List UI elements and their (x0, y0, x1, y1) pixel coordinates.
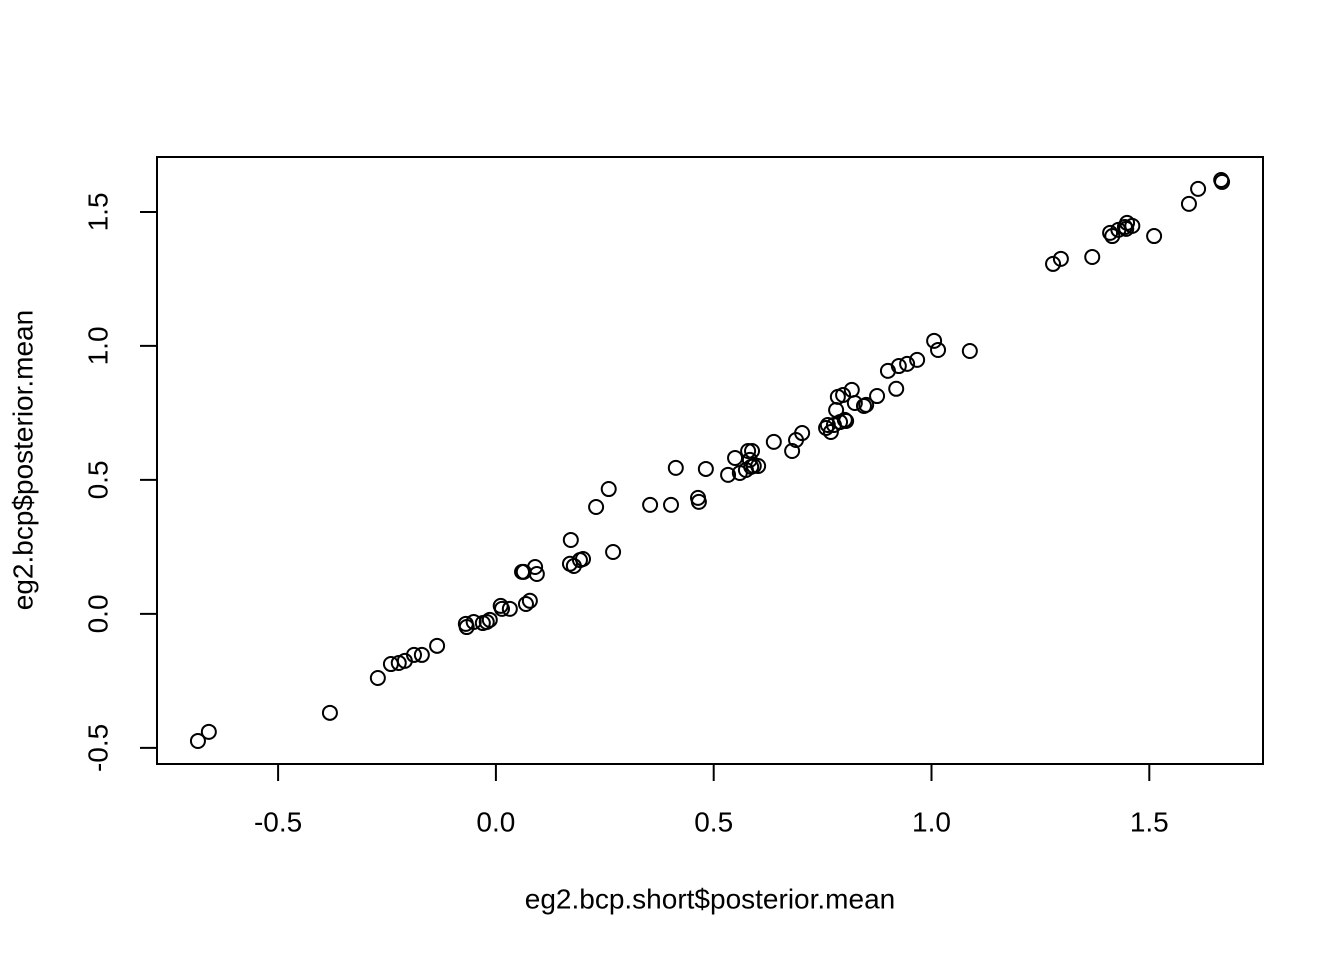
y-tick-label: 1.0 (82, 326, 113, 365)
plot-frame (156, 156, 1264, 765)
point (200, 723, 217, 740)
point (600, 481, 617, 498)
point (527, 559, 544, 576)
y-tick-label: 0.5 (82, 460, 113, 499)
y-tick-label: 0.0 (82, 594, 113, 633)
point (413, 646, 430, 663)
y-tick-label: -0.5 (82, 724, 113, 772)
point (642, 496, 659, 513)
x-tick-label: -0.5 (254, 806, 302, 837)
point (1045, 255, 1062, 272)
x-tick-label: 0.0 (476, 806, 515, 837)
point (562, 531, 579, 548)
point (822, 423, 839, 440)
y-axis-title: eg2.bcp$posterior.mean (7, 310, 38, 610)
point (835, 386, 852, 403)
point (846, 395, 863, 412)
point (890, 358, 907, 375)
point (926, 332, 943, 349)
point (663, 496, 680, 513)
point (745, 457, 762, 474)
point (720, 466, 737, 483)
x-tick-label: 0.5 (694, 806, 733, 837)
point (1146, 228, 1163, 245)
point (1102, 224, 1119, 241)
point (784, 442, 801, 459)
point (528, 565, 545, 582)
point (930, 341, 947, 358)
point (765, 433, 782, 450)
point (429, 637, 446, 654)
point (478, 613, 495, 630)
point (899, 355, 916, 372)
point (1084, 248, 1101, 265)
point (517, 596, 534, 613)
point (1214, 173, 1231, 190)
point (321, 704, 338, 721)
point (690, 493, 707, 510)
x-tick-label: 1.0 (912, 806, 951, 837)
point (189, 732, 206, 749)
point (406, 646, 423, 663)
point (744, 442, 761, 459)
point (1180, 195, 1197, 212)
y-tick-label: 1.5 (82, 192, 113, 231)
point (909, 351, 926, 368)
point (369, 669, 386, 686)
x-axis-title: eg2.bcp.short$posterior.mean (525, 883, 895, 914)
point (727, 449, 744, 466)
point (888, 380, 905, 397)
point (819, 416, 836, 433)
point (858, 396, 875, 413)
point (1190, 180, 1207, 197)
point (740, 442, 757, 459)
point (838, 412, 855, 429)
point (588, 498, 605, 515)
point (667, 459, 684, 476)
point (750, 457, 767, 474)
point (605, 544, 622, 561)
point (575, 550, 592, 567)
point (501, 600, 518, 617)
point (481, 611, 498, 628)
point (794, 425, 811, 442)
point (961, 343, 978, 360)
point (869, 388, 886, 405)
x-tick-label: 1.5 (1130, 806, 1169, 837)
point (493, 600, 510, 617)
point (697, 460, 714, 477)
point (1052, 250, 1069, 267)
point (1124, 217, 1141, 234)
point (521, 592, 538, 609)
